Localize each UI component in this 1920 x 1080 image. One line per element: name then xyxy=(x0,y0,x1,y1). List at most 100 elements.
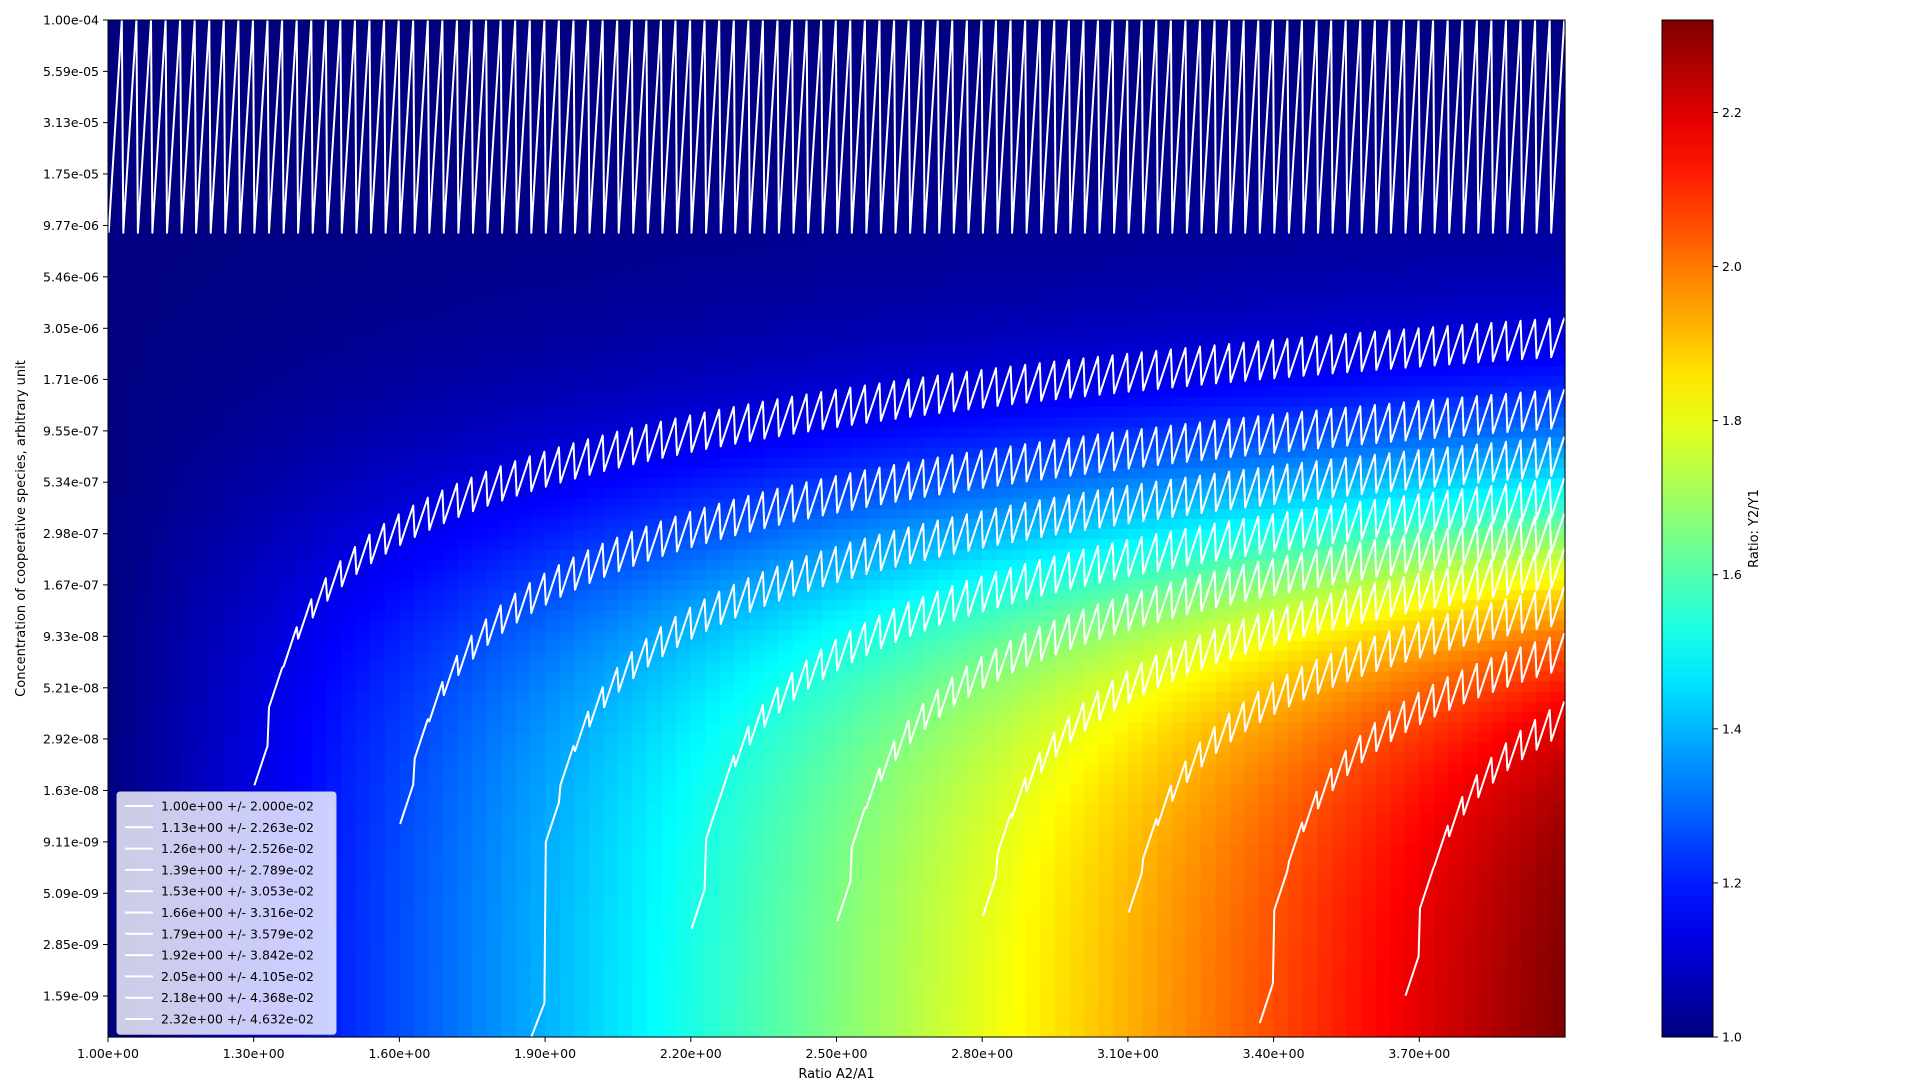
heatmap-cell xyxy=(574,762,590,774)
heatmap-cell xyxy=(603,253,619,265)
heatmap-cell xyxy=(821,792,838,804)
heatmap-cell xyxy=(428,91,444,102)
heatmap-cell xyxy=(195,650,211,662)
heatmap-cell xyxy=(763,1006,779,1018)
heatmap-cell xyxy=(253,609,269,621)
heatmap-cell xyxy=(676,681,692,692)
heatmap-cell xyxy=(399,264,415,275)
heatmap-cell xyxy=(137,630,153,641)
heatmap-cell xyxy=(545,528,561,540)
heatmap-cell xyxy=(632,304,648,316)
heatmap-cell xyxy=(370,701,386,713)
heatmap-cell xyxy=(792,996,808,1008)
heatmap-cell xyxy=(195,426,211,438)
heatmap-cell xyxy=(515,945,532,957)
heatmap-cell xyxy=(195,50,211,62)
heatmap-cell xyxy=(515,375,532,387)
heatmap-cell xyxy=(341,426,357,438)
heatmap-cell xyxy=(384,142,400,153)
heatmap-cell xyxy=(676,223,692,235)
heatmap-cell xyxy=(137,670,153,682)
heatmap-cell xyxy=(559,782,575,794)
heatmap-cell xyxy=(676,762,692,774)
heatmap-cell xyxy=(588,142,604,153)
heatmap-cell xyxy=(457,569,473,580)
heatmap-cell xyxy=(676,304,692,316)
heatmap-cell xyxy=(341,1016,357,1028)
heatmap-cell xyxy=(311,152,328,163)
heatmap-cell xyxy=(341,579,357,591)
heatmap-cell xyxy=(239,630,255,641)
heatmap-cell xyxy=(661,182,677,194)
heatmap-cell xyxy=(690,569,706,580)
heatmap-cell xyxy=(399,559,415,570)
heatmap-cell xyxy=(719,1016,736,1028)
heatmap-cell xyxy=(413,620,430,631)
heatmap-cell xyxy=(108,355,124,367)
heatmap-cell xyxy=(632,599,648,611)
heatmap-cell xyxy=(719,833,736,845)
heatmap-cell xyxy=(166,233,182,245)
heatmap-cell xyxy=(443,91,459,102)
heatmap-cell xyxy=(282,274,299,286)
heatmap-cell xyxy=(413,904,430,916)
heatmap-cell xyxy=(370,142,386,153)
heatmap-cell xyxy=(151,681,167,692)
heatmap-cell xyxy=(399,314,415,326)
heatmap-cell xyxy=(413,589,430,601)
heatmap-cell xyxy=(384,752,400,764)
heatmap-cell xyxy=(370,203,386,214)
heatmap-cell xyxy=(428,609,444,621)
heatmap-cell xyxy=(588,670,604,682)
heatmap-cell xyxy=(632,975,648,987)
heatmap-cell xyxy=(603,223,619,235)
heatmap-cell xyxy=(341,701,357,713)
heatmap-cell xyxy=(224,528,240,540)
heatmap-cell xyxy=(807,528,823,540)
heatmap-cell xyxy=(690,396,706,408)
heatmap-cell xyxy=(443,528,459,540)
heatmap-cell xyxy=(530,975,546,987)
heatmap-cell xyxy=(108,630,124,641)
heatmap-cell xyxy=(559,264,575,275)
heatmap-cell xyxy=(326,701,342,713)
heatmap-cell xyxy=(384,823,400,835)
heatmap-cell xyxy=(515,304,532,316)
heatmap-cell xyxy=(617,711,634,723)
heatmap-cell xyxy=(515,731,532,743)
heatmap-cell xyxy=(617,253,634,265)
heatmap-cell xyxy=(443,579,459,591)
heatmap-cell xyxy=(297,182,313,194)
heatmap-cell xyxy=(617,213,634,224)
heatmap-cell xyxy=(719,1026,736,1038)
heatmap-cell xyxy=(559,233,575,245)
heatmap-cell xyxy=(749,91,765,102)
heatmap-cell xyxy=(676,701,692,713)
heatmap-cell xyxy=(122,599,138,611)
heatmap-cell xyxy=(501,864,517,875)
heatmap-cell xyxy=(297,345,313,357)
heatmap-cell xyxy=(603,40,619,52)
heatmap-cell xyxy=(326,711,342,723)
heatmap-cell xyxy=(778,1006,794,1018)
heatmap-cell xyxy=(545,721,561,733)
heatmap-cell xyxy=(603,955,619,967)
heatmap-cell xyxy=(384,365,400,377)
heatmap-cell xyxy=(792,182,808,194)
heatmap-cell xyxy=(647,40,663,52)
heatmap-cell xyxy=(297,142,313,153)
heatmap-cell xyxy=(428,620,444,631)
heatmap-cell xyxy=(472,559,488,570)
heatmap-cell xyxy=(501,233,517,245)
heatmap-cell xyxy=(122,345,138,357)
heatmap-cell xyxy=(355,742,371,753)
heatmap-cell xyxy=(457,975,473,987)
heatmap-cell xyxy=(180,497,197,509)
heatmap-cell xyxy=(268,60,284,72)
heatmap-cell xyxy=(632,864,648,875)
heatmap-cell xyxy=(413,528,430,540)
heatmap-cell xyxy=(603,274,619,286)
heatmap-cell xyxy=(282,579,299,591)
heatmap-cell xyxy=(792,762,808,774)
heatmap-cell xyxy=(384,742,400,753)
